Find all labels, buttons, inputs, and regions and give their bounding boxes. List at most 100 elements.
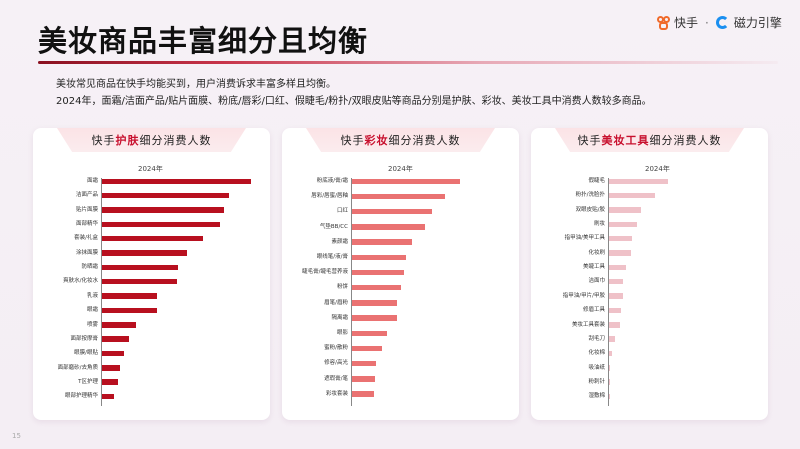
bar: [609, 178, 668, 184]
bar: [352, 208, 432, 215]
bar-label: 素颜霜: [331, 238, 348, 245]
bar-label: 粉底液/膏/霜: [316, 178, 348, 184]
bar: [102, 365, 120, 371]
makeup-chart-card: 快手 彩妆 细分消费人数 2024年 粉底液/膏/霜 唇彩/唇蜜/唇釉 口红 气垫BB…: [282, 128, 519, 420]
bar: [102, 278, 177, 285]
bar-label: 化妆棉: [588, 350, 605, 357]
bar: [609, 322, 620, 328]
tools-y-axis: [608, 178, 609, 406]
makeup-chart-title: 快手 彩妆 细分消费人数: [306, 128, 495, 152]
bar: [102, 336, 129, 342]
bar: [609, 250, 631, 256]
bar: [352, 391, 374, 397]
bar: [102, 350, 125, 357]
bar: [352, 330, 387, 336]
bar-label: 眉笔/眉粉: [324, 299, 348, 306]
bar-label: 指甲油/美甲工具: [564, 235, 605, 242]
bar-label: 吸油纸: [588, 364, 605, 371]
bar-label: 眼膜/眼贴: [74, 350, 98, 357]
bar-label: 唇彩/唇蜜/唇釉: [311, 193, 348, 200]
brand-cili: 磁力引擎: [733, 16, 782, 30]
bar: [352, 254, 406, 260]
bar-label: 湿敷棉: [588, 393, 605, 400]
bar: [609, 393, 610, 400]
bar: [102, 322, 137, 328]
bar-label: 遮瑕膏/笔: [324, 375, 348, 382]
bar: [352, 345, 383, 352]
bar-label: 隔离霜: [331, 314, 348, 321]
bar: [609, 192, 656, 199]
bar: [102, 235, 204, 242]
bar: [352, 360, 376, 367]
intro-text: 美妆常见商品在快手均能买到，用户消费诉求丰富多样且均衡。 2024年，面霜/洁面…: [56, 76, 652, 110]
bar: [609, 336, 616, 342]
bar: [352, 224, 426, 230]
kuaishou-logo-icon: [657, 15, 671, 30]
tools-chart-title: 快手 美妆工具 细分消费人数: [555, 128, 744, 152]
bar-label: 眼线笔/液/膏: [316, 254, 348, 260]
title-divider: [38, 61, 778, 64]
brand-logo: 快手 · 磁力引擎: [657, 14, 782, 31]
bar: [609, 365, 611, 371]
bar-label: 面部磨砂/去角质: [57, 364, 98, 371]
bar-label: 眼部护理精华: [64, 393, 98, 400]
tools-legend-year: 2024年: [645, 165, 670, 173]
bar: [352, 269, 404, 276]
bar: [609, 350, 612, 357]
makeup-y-axis: [351, 178, 352, 406]
bar-label: 蜜粉/散粉: [324, 345, 348, 352]
bar: [102, 250, 187, 256]
bar-label: 化妆刷: [588, 249, 605, 256]
skincare-chart-card: 快手 护肤 细分消费人数 2024年 面霜 洁面产品 贴片面膜 面部精华 套装/礼盒 涂抹…: [33, 128, 270, 420]
bar-label: 修容/高光: [324, 360, 348, 367]
bar-label: 面部精华: [75, 221, 98, 228]
bar-label: 面部按摩膏: [70, 335, 98, 342]
bar-label: 气垫BB/CC: [319, 223, 348, 230]
skincare-chart-title: 快手 护肤 细分消费人数: [57, 128, 246, 152]
bar: [102, 192, 229, 199]
bar-label: 刷妆: [593, 221, 605, 228]
bar: [609, 278, 624, 285]
bar: [102, 178, 251, 184]
bar-label: 眼影: [336, 330, 348, 336]
bar: [352, 284, 401, 291]
page-title: 美妆商品丰富细分且均衡: [38, 24, 369, 58]
bar: [102, 207, 225, 213]
bar-label: 假睫毛: [588, 178, 605, 184]
intro-line-2: 2024年，面霜/洁面产品/贴片面膜、粉底/唇彩/口红、假睫毛/粉扑/双眼皮贴等…: [56, 96, 652, 107]
bar-label: 涂抹面膜: [75, 249, 98, 256]
bar-label: 口红: [336, 208, 348, 215]
bar: [352, 376, 375, 382]
bar-label: 贴片面膜: [75, 206, 98, 213]
bar: [352, 178, 460, 184]
bar-label: 眼霜: [86, 307, 98, 314]
bar: [609, 379, 610, 385]
skincare-y-axis: [101, 178, 102, 406]
cili-engine-logo-icon: [715, 16, 729, 29]
skincare-legend-year: 2024年: [138, 165, 163, 173]
bar: [609, 235, 632, 242]
bar-label: 粉饼: [336, 284, 348, 291]
bar-label: 防晒霜: [81, 264, 98, 271]
bar-label: 美妆工具套装: [571, 321, 605, 328]
bar-label: 睫毛膏/睫毛营养液: [302, 269, 348, 276]
bar-label: 美睫工具: [582, 264, 605, 271]
bar: [352, 239, 413, 245]
bar-label: 乳液: [86, 292, 98, 299]
bar-label: 爽肤水/化妆水: [63, 278, 98, 285]
bar: [102, 379, 119, 385]
bar: [102, 221, 220, 228]
bar: [609, 221, 637, 228]
brand-separator: ·: [705, 15, 709, 30]
bar: [609, 307, 621, 314]
bar-label: 双眼皮贴/胶: [575, 206, 605, 213]
bar: [352, 315, 398, 321]
bar-label: 套装/礼盒: [74, 235, 98, 242]
bar: [609, 207, 642, 213]
bar: [352, 193, 445, 200]
tools-chart-card: 快手 美妆工具 细分消费人数 2024年 假睫毛 粉扑/洗脸扑 双眼皮贴/胶 刷妆 指甲…: [531, 128, 768, 420]
bar: [102, 393, 114, 400]
intro-line-1: 美妆常见商品在快手均能买到，用户消费诉求丰富多样且均衡。: [56, 79, 336, 90]
bar-label: 洁面巾: [588, 278, 605, 285]
bar-label: 面霜: [86, 178, 98, 184]
